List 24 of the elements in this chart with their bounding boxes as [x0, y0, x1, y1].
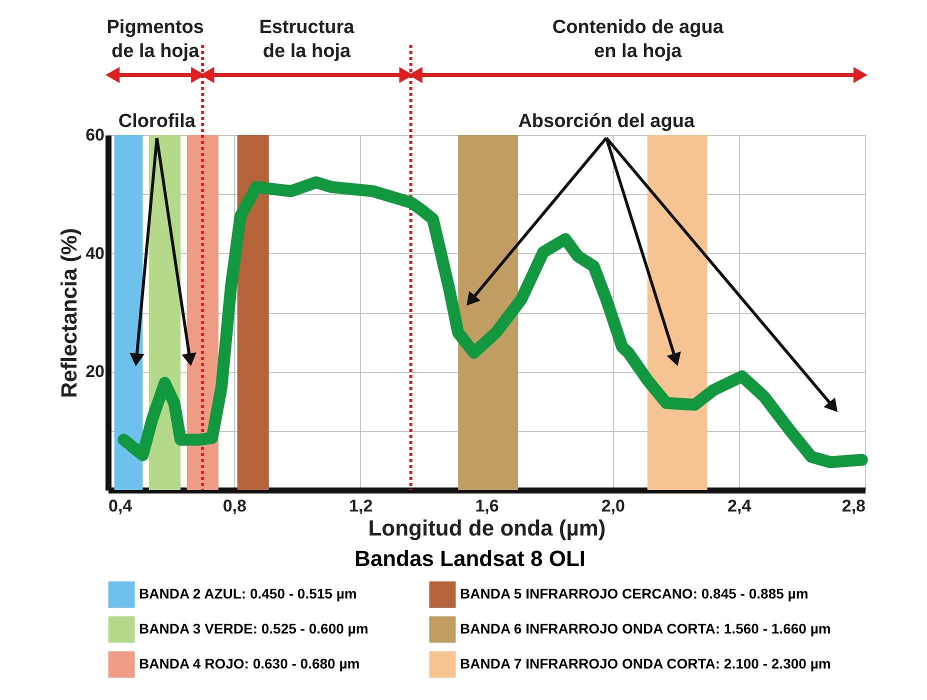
x-tick-label: 2,4: [728, 496, 752, 516]
x-tick-label: 2,0: [601, 496, 625, 516]
y-tick-label: 20: [86, 362, 104, 382]
legend-label: BANDA 6 INFRARROJO ONDA CORTA: 1.560 - 1.660 µm: [460, 620, 831, 636]
legend-label: BANDA 4 ROJO: 0.630 - 0.680 µm: [139, 656, 360, 672]
legend-label: BANDA 3 VERDE: 0.525 - 0.600 µm: [139, 620, 368, 636]
x-axis-title: Longitud de onda (µm): [368, 516, 606, 540]
x-tick-label: 2,8: [842, 496, 866, 516]
legend-title: Bandas Landsat 8 OLI: [354, 546, 586, 571]
x-tick-label: 1,6: [475, 496, 499, 516]
x-tick-label: 0,4: [108, 496, 133, 516]
legend-label: BANDA 5 INFRARROJO CERCANO: 0.845 - 0.885 µm: [460, 586, 808, 602]
text: Contenido de agua en la hoja: [552, 17, 724, 62]
text: Clorofila: [118, 111, 196, 132]
text: Pigmentos de la hoja: [106, 17, 204, 62]
text: Absorción del agua: [518, 111, 695, 132]
x-tick-label: 1,2: [349, 496, 373, 516]
text: Estructura de la hoja: [259, 17, 355, 62]
y-tick-label: 60: [86, 126, 104, 144]
x-tick-label: 0,8: [222, 496, 246, 516]
legend-label: BANDA 2 AZUL: 0.450 - 0.515 µm: [139, 586, 357, 602]
y-axis-title: Reflectancia (%): [56, 228, 82, 398]
y-tick-label: 40: [86, 244, 104, 263]
legend-label: BANDA 7 INFRARROJO ONDA CORTA: 2.100 - 2.300 µm: [460, 656, 831, 672]
